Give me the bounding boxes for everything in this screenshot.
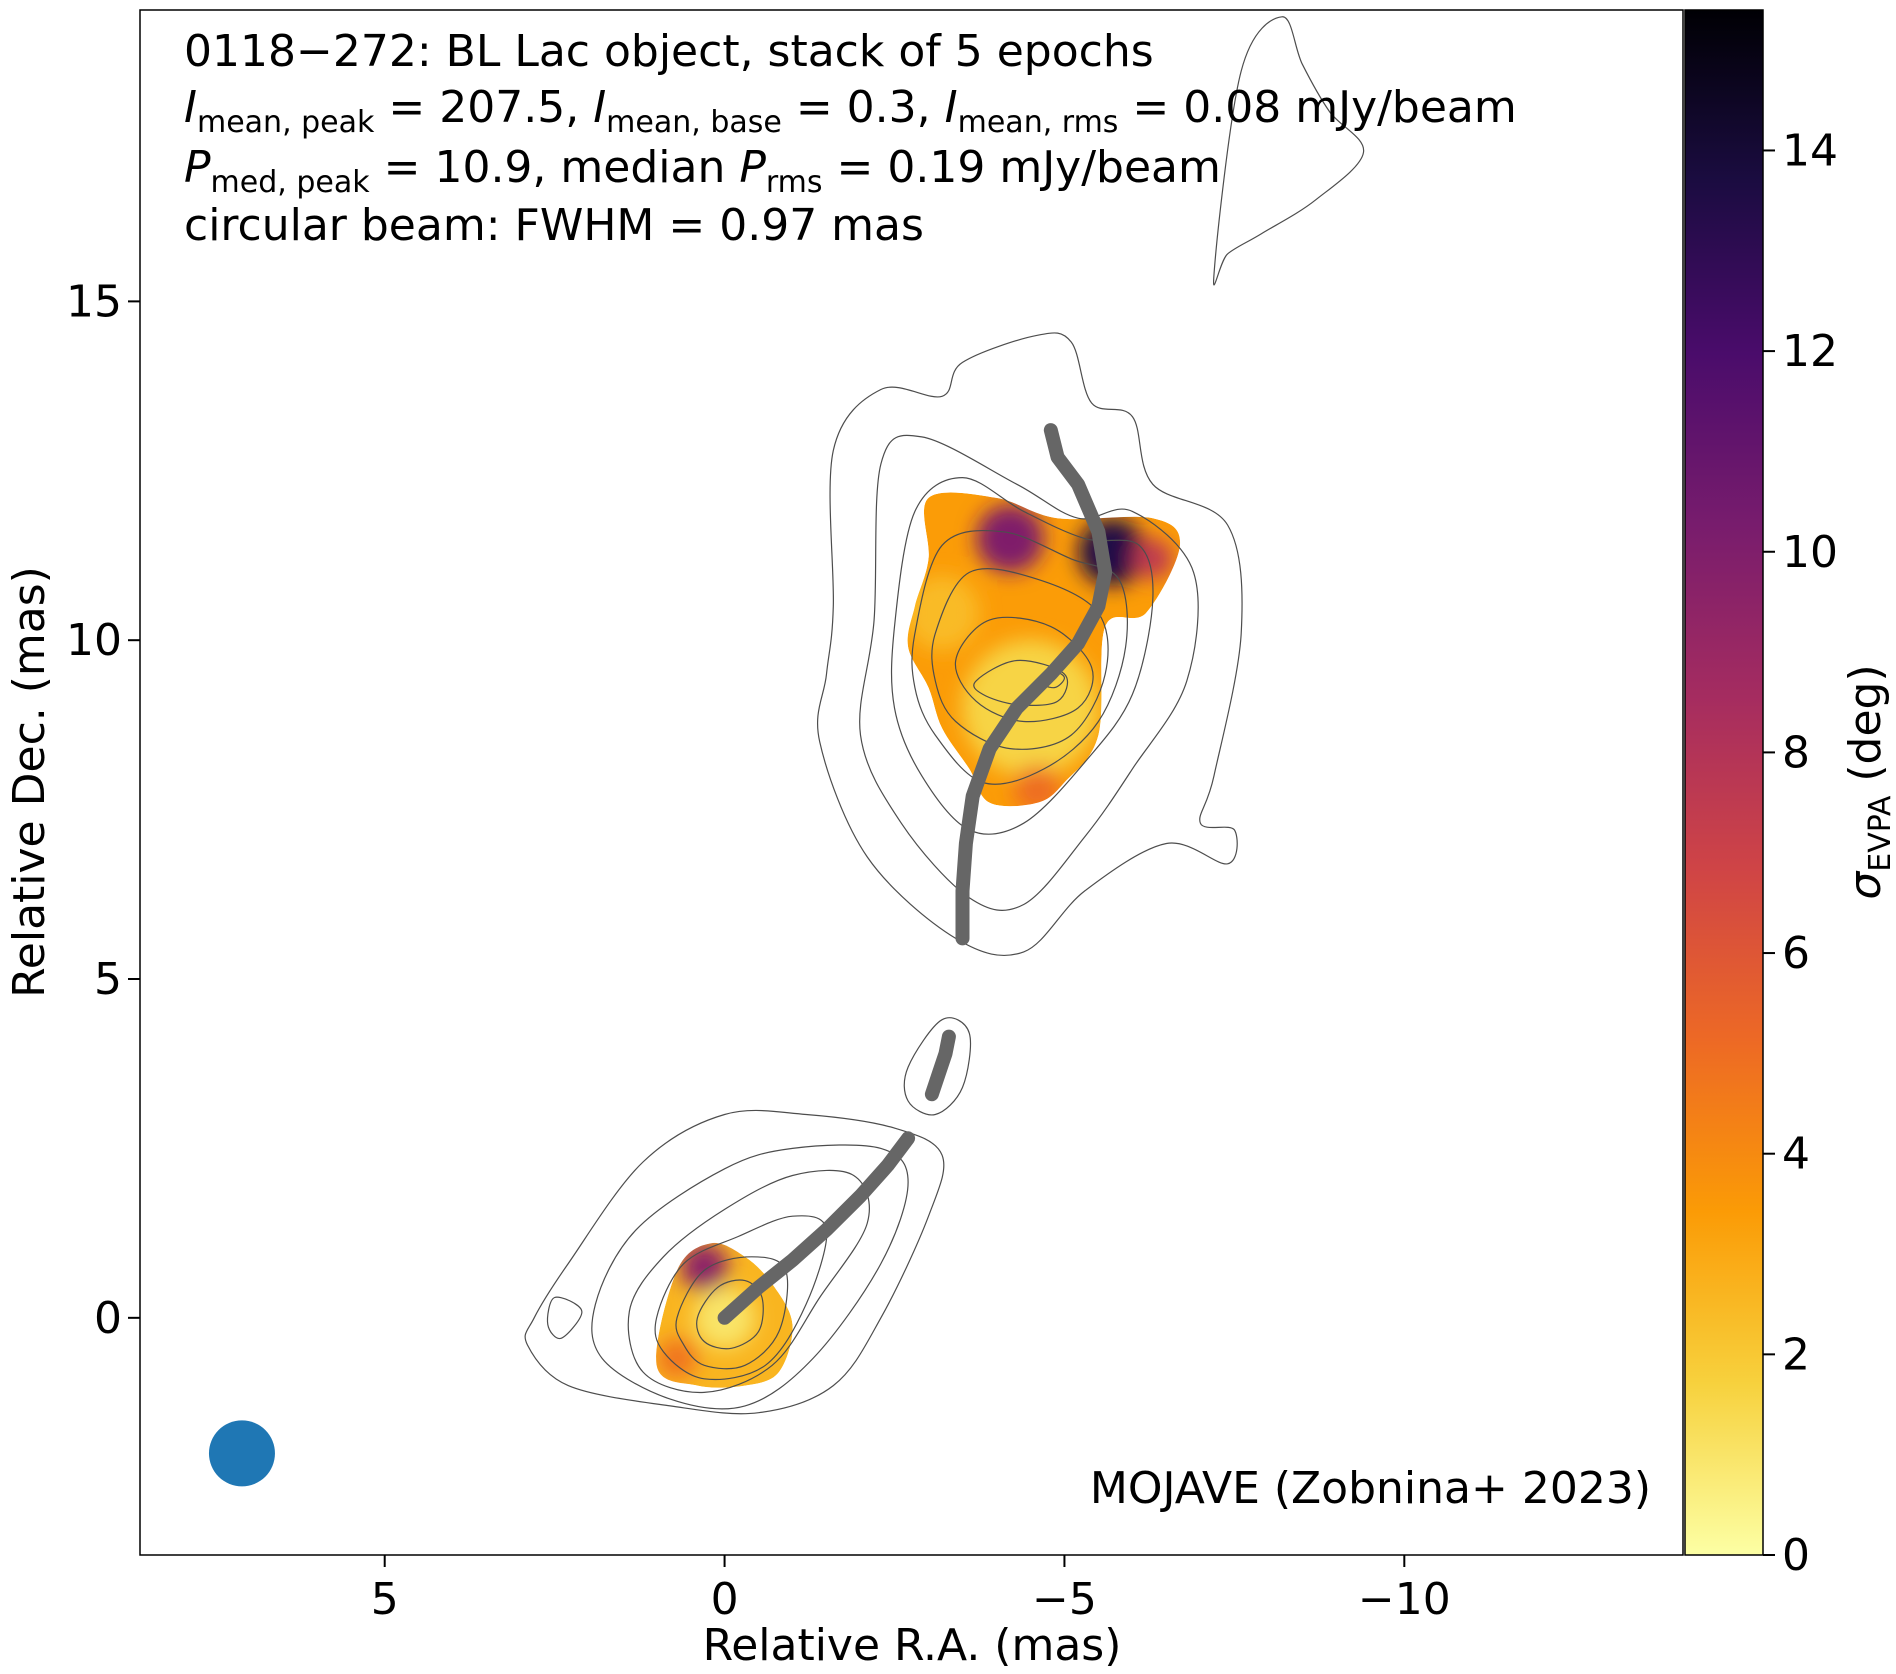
intensity-contours <box>524 16 1365 1415</box>
contour-line <box>911 529 1128 785</box>
i-base-value: = 0.3, <box>782 82 945 133</box>
plot-area <box>208 16 1365 1487</box>
p-rms-sub: rms <box>766 165 823 200</box>
colorbar-label-sub: EVPA <box>1863 795 1896 872</box>
i-peak-symbol: I <box>184 82 197 133</box>
pol-spot <box>680 1243 728 1291</box>
colorbar-gradient <box>1684 9 1764 1556</box>
beam-circle <box>208 1420 275 1487</box>
y-tick-label: 15 <box>66 276 122 327</box>
y-axis-label: Relative Dec. (mas) <box>4 566 55 998</box>
intensity-line: Imean, peak = 207.5, Imean, base = 0.3, … <box>184 82 1517 140</box>
y-tick-label: 5 <box>94 954 122 1005</box>
p-rms-symbol: P <box>739 142 766 193</box>
contour-line <box>903 1017 972 1116</box>
colorbar-tick-label: 14 <box>1782 125 1838 176</box>
ridge-segment <box>955 423 1113 946</box>
i-peak-value: = 207.5, <box>374 82 593 133</box>
colorbar-tick-label: 12 <box>1782 326 1838 377</box>
colorbar-tick-label: 6 <box>1782 928 1810 979</box>
colorbar: 0 2 4 6 8 10 12 14 σEVPA (deg) <box>1684 9 1896 1581</box>
beam-marker <box>208 1420 275 1487</box>
y-axis: 0 5 10 15 <box>66 276 140 1344</box>
pol-spot <box>976 504 1045 573</box>
ridge-segment <box>717 1131 916 1325</box>
p-peak-value: = 10.9, median <box>370 142 740 193</box>
i-base-sub: mean, base <box>606 105 782 140</box>
colorbar-label: σEVPA (deg) <box>1840 664 1896 899</box>
colorbar-ticks: 0 2 4 6 8 10 12 14 <box>1763 125 1838 1581</box>
polarization-line: Pmed, peak = 10.9, median Prms = 0.19 mJ… <box>184 142 1221 200</box>
contour-line <box>546 1296 583 1340</box>
contour-line <box>931 568 1109 750</box>
contour-line <box>973 659 1068 706</box>
colorbar-label-symbol: σ <box>1840 871 1891 900</box>
annotation-block: 0118−272: BL Lac object, stack of 5 epoc… <box>184 26 1517 251</box>
i-rms-value: = 0.08 mJy/beam <box>1118 82 1516 133</box>
ridge-segment <box>924 1029 956 1102</box>
contour-line <box>524 1109 945 1415</box>
pol-spot <box>656 1338 698 1379</box>
contour-line <box>890 476 1154 835</box>
pol-region-2 <box>907 492 1181 807</box>
contour-line <box>816 332 1243 957</box>
contour-line <box>954 616 1094 723</box>
contour-line <box>1213 16 1365 286</box>
polarization-map <box>656 492 1181 1388</box>
i-rms-symbol: I <box>945 82 958 133</box>
p-peak-symbol: P <box>184 142 211 193</box>
contour-line <box>627 1169 870 1394</box>
i-peak-sub: mean, peak <box>197 105 375 140</box>
contour-line <box>696 1279 764 1350</box>
colorbar-tick-label: 2 <box>1782 1329 1810 1380</box>
x-tick-label: −5 <box>1032 1574 1097 1625</box>
p-peak-sub: med, peak <box>211 165 371 200</box>
colorbar-tick-label: 4 <box>1782 1129 1810 1180</box>
colorbar-label-unit: (deg) <box>1840 664 1891 795</box>
x-axis: 5 0 −5 −10 <box>371 1555 1451 1625</box>
x-tick-label: 5 <box>371 1574 399 1625</box>
plot-frame <box>139 9 1684 1556</box>
y-tick-label: 0 <box>94 1293 122 1344</box>
i-rms-sub: mean, rms <box>958 105 1119 140</box>
y-tick-label: 10 <box>66 615 122 666</box>
p-rms-value: = 0.19 mJy/beam <box>823 142 1221 193</box>
x-axis-label: Relative R.A. (mas) <box>703 1620 1122 1671</box>
contour-line <box>591 1144 909 1410</box>
title-line-1: 0118−272: BL Lac object, stack of 5 epoc… <box>184 26 1154 77</box>
contour-line <box>859 434 1199 911</box>
ridge-line <box>717 423 1113 1325</box>
x-tick-label: −10 <box>1358 1574 1451 1625</box>
x-tick-label: 0 <box>711 1574 739 1625</box>
credit-label: MOJAVE (Zobnina+ 2023) <box>1090 1463 1651 1514</box>
i-base-symbol: I <box>593 82 606 133</box>
colorbar-tick-label: 8 <box>1782 727 1810 778</box>
contour-line <box>654 1215 828 1381</box>
beam-line: circular beam: FWHM = 0.97 mas <box>184 200 924 251</box>
contour-line <box>675 1256 789 1370</box>
colorbar-tick-label: 0 <box>1782 1530 1810 1581</box>
colorbar-tick-label: 10 <box>1782 527 1838 578</box>
